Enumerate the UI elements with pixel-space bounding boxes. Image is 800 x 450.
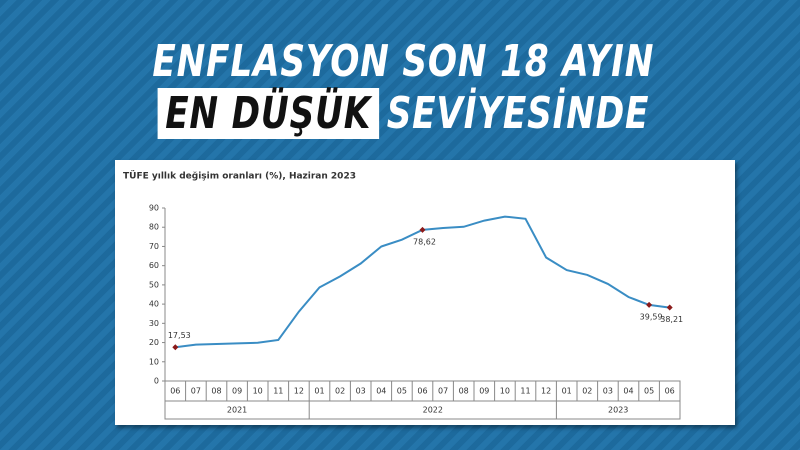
x-tick-label: 08 <box>459 387 469 396</box>
x-tick-label: 03 <box>356 387 366 396</box>
data-marker <box>419 226 426 233</box>
x-tick-label: 09 <box>479 387 489 396</box>
x-tick-label: 05 <box>397 387 407 396</box>
x-axis-box <box>164 380 681 420</box>
y-tick-label: 20 <box>149 338 159 347</box>
y-tick-label: 70 <box>149 242 159 251</box>
x-tick-label: 12 <box>294 387 304 396</box>
x-tick-label: 04 <box>376 387 386 396</box>
headline-rest: SEVİYESİNDE <box>386 88 650 139</box>
headline: EN DÜŞÜK SEVİYESİNDE <box>91 88 715 139</box>
data-label: 17,53 <box>168 331 191 340</box>
x-tick-label: 01 <box>314 387 324 396</box>
x-year-label: 2021 <box>227 406 247 415</box>
x-tick-label: 09 <box>232 387 242 396</box>
x-year-label: 2022 <box>423 406 443 415</box>
x-tick-label: 02 <box>582 387 592 396</box>
x-tick-label: 10 <box>253 387 263 396</box>
x-tick-label: 06 <box>417 387 427 396</box>
x-tick-label: 05 <box>644 387 654 396</box>
chart: TÜFE yıllık değişim oranları (%), Hazira… <box>123 171 683 420</box>
headline: ENFLASYON SON 18 AYIN <box>152 36 655 87</box>
data-marker <box>172 344 179 351</box>
x-tick-label: 06 <box>665 387 675 396</box>
data-marker <box>646 301 653 308</box>
chart-title: TÜFE yıllık değişim oranları (%), Hazira… <box>123 171 356 182</box>
y-tick-label: 0 <box>154 377 159 386</box>
x-tick-label: 12 <box>541 387 551 396</box>
chart-panel: TÜFE yıllık değişim oranları (%), Hazira… <box>115 160 735 425</box>
data-label: 78,62 <box>413 237 436 246</box>
x-tick-label: 06 <box>170 387 180 396</box>
x-tick-label: 10 <box>500 387 510 396</box>
data-marker <box>666 304 673 311</box>
y-tick-label: 50 <box>149 280 159 289</box>
x-tick-label: 04 <box>623 387 633 396</box>
y-tick-label: 10 <box>149 357 159 366</box>
data-label: 38,21 <box>660 315 683 324</box>
x-tick-label: 07 <box>438 387 448 396</box>
headline-highlight: EN DÜŞÜK <box>157 88 379 139</box>
y-tick-label: 60 <box>149 261 159 270</box>
x-year-label: 2023 <box>608 406 628 415</box>
data-line <box>175 215 670 349</box>
y-tick-label: 40 <box>149 300 159 309</box>
data-label: 39,59 <box>640 312 663 321</box>
x-tick-label: 07 <box>191 387 201 396</box>
x-tick-label: 08 <box>211 387 221 396</box>
x-tick-label: 02 <box>335 387 345 396</box>
y-tick-label: 90 <box>149 204 159 213</box>
x-tick-label: 01 <box>562 387 572 396</box>
x-tick-label: 11 <box>273 387 283 396</box>
y-tick-label: 30 <box>149 319 159 328</box>
x-tick-label: 11 <box>520 387 530 396</box>
x-tick-label: 03 <box>603 387 613 396</box>
y-tick-label: 80 <box>149 223 159 232</box>
